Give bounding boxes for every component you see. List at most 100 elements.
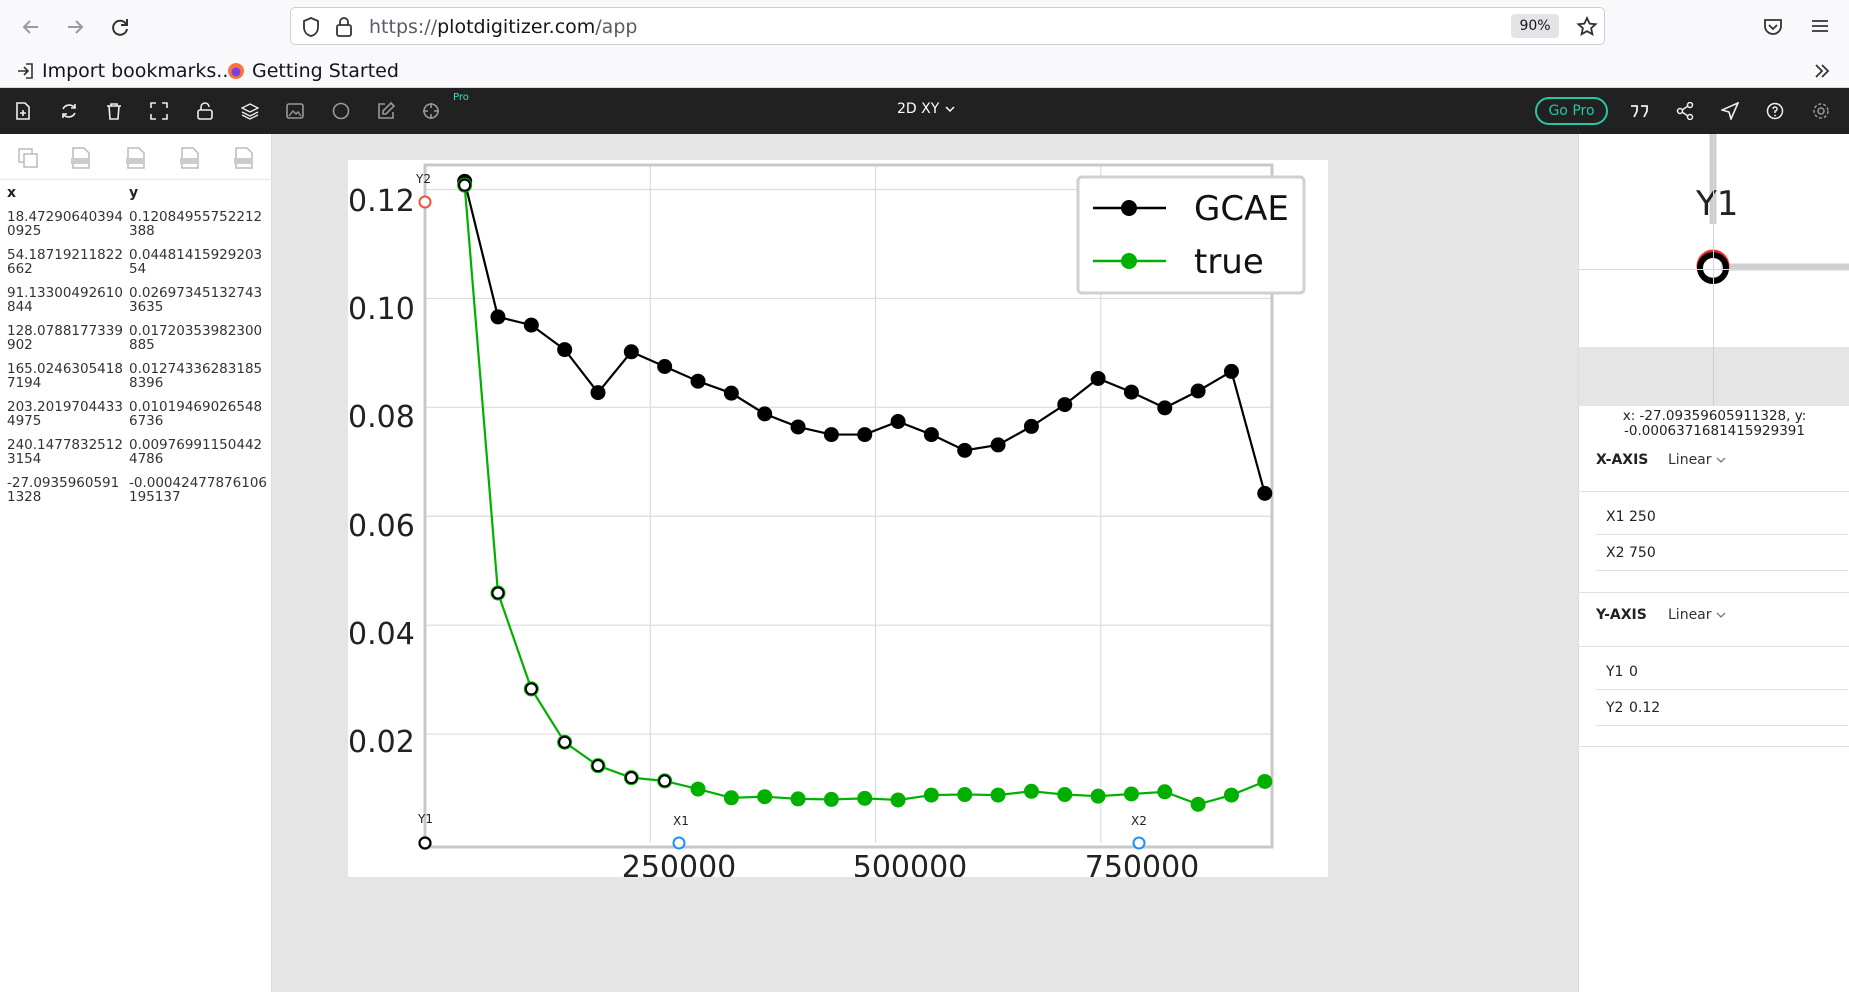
zoom-badge[interactable]: 90% xyxy=(1511,14,1559,38)
data-point-true xyxy=(690,781,706,797)
x1-marker[interactable] xyxy=(672,836,686,850)
data-point-gcae xyxy=(1223,363,1239,379)
delete-button[interactable] xyxy=(102,99,126,123)
data-point-true xyxy=(990,787,1006,803)
cell-x: 203.20197044334975 xyxy=(7,399,123,429)
refresh-button[interactable] xyxy=(57,99,81,123)
data-point-gcae xyxy=(623,344,639,360)
bookmark-import[interactable]: Import bookmarks... xyxy=(16,60,234,82)
y-axis-scale-value: Linear xyxy=(1668,607,1712,623)
mode-label: 2D XY xyxy=(897,101,940,117)
arrow-left-icon xyxy=(22,20,38,34)
fullscreen-icon xyxy=(150,102,168,120)
data-point-true xyxy=(1090,788,1106,804)
plot-frame xyxy=(423,163,1274,849)
legend-label-true: true xyxy=(1194,242,1264,282)
x1-row[interactable]: X1 250 xyxy=(1596,499,1848,535)
star-icon[interactable] xyxy=(1575,15,1599,39)
axis-ticks: 0.12 0.10 0.08 0.06 0.04 0.02 250000 500… xyxy=(348,184,1199,877)
send-button[interactable] xyxy=(1718,99,1742,123)
go-pro-button[interactable]: Go Pro xyxy=(1535,97,1608,125)
cell-y: -0.00042477876106195137 xyxy=(129,475,267,505)
settings-button[interactable] xyxy=(1809,99,1833,123)
x1-value-input[interactable]: 250 xyxy=(1629,509,1656,525)
back-button[interactable] xyxy=(14,12,48,42)
layers-button[interactable] xyxy=(238,99,262,123)
plot-image[interactable]: 0.12 0.10 0.08 0.06 0.04 0.02 250000 500… xyxy=(348,160,1328,877)
y1-value-input[interactable]: 0 xyxy=(1629,664,1638,680)
data-point-gcae xyxy=(1090,370,1106,386)
x-axis-scale-select[interactable]: Linear xyxy=(1668,452,1726,468)
x-tick-label: 500000 xyxy=(853,850,968,877)
pdf-icon[interactable] xyxy=(232,146,256,170)
url-host: plotdigitizer.com xyxy=(437,16,596,38)
digitized-point[interactable] xyxy=(624,771,638,785)
unlock-button[interactable] xyxy=(193,99,217,123)
y2-row[interactable]: Y2 0.12 xyxy=(1596,690,1848,726)
circle-tool-button[interactable] xyxy=(329,99,353,123)
data-point-gcae xyxy=(1157,400,1173,416)
x2-row[interactable]: X2 750 xyxy=(1596,535,1848,571)
mode-select[interactable]: 2D XY xyxy=(897,101,955,117)
data-point-gcae xyxy=(1023,418,1039,434)
coordinate-readout: x: -27.09359605911328, y: -0.00063716814… xyxy=(1579,409,1849,439)
legend-marker-gcae xyxy=(1121,200,1137,216)
xls-icon[interactable] xyxy=(178,146,202,170)
url-text: https://plotdigitizer.com/app xyxy=(369,16,637,38)
share-button[interactable] xyxy=(1673,99,1697,123)
coordinate-readout-line1: x: -27.09359605911328, y: xyxy=(1622,408,1807,424)
data-point-true xyxy=(857,790,873,806)
y-axis-title: Y-AXIS xyxy=(1596,607,1647,623)
url-scheme: https:// xyxy=(369,16,438,38)
y2-marker[interactable] xyxy=(418,195,432,209)
pocket-icon[interactable] xyxy=(1762,15,1784,37)
digitized-point[interactable] xyxy=(458,178,472,192)
y2-value-input[interactable]: 0.12 xyxy=(1629,700,1661,716)
edit-button[interactable] xyxy=(374,99,398,123)
lock-icon xyxy=(336,17,352,37)
y-tick-label: 0.08 xyxy=(348,400,415,435)
digitized-point[interactable] xyxy=(524,682,538,696)
y1-row[interactable]: Y1 0 xyxy=(1596,654,1848,690)
gear-icon xyxy=(1813,103,1829,119)
json-icon[interactable] xyxy=(124,146,148,170)
cell-x: -27.09359605911328 xyxy=(7,475,120,505)
digitized-point[interactable] xyxy=(558,735,572,749)
data-point-gcae xyxy=(1257,485,1273,501)
x2-value-input[interactable]: 750 xyxy=(1629,545,1656,561)
data-point-gcae xyxy=(690,373,706,389)
digitized-point[interactable] xyxy=(591,759,605,773)
x2-marker[interactable] xyxy=(1132,836,1146,850)
y-tick-label: 0.10 xyxy=(348,292,415,327)
forward-button[interactable] xyxy=(58,12,92,42)
new-file-button[interactable] xyxy=(11,99,35,123)
legend-marker-true xyxy=(1121,253,1137,269)
pencil-square-icon xyxy=(378,102,395,119)
image-button[interactable] xyxy=(283,99,307,123)
firefox-icon xyxy=(228,63,244,79)
chevron-double-right-icon[interactable] xyxy=(1812,61,1832,81)
digitized-point[interactable] xyxy=(658,774,672,788)
y-axis-scale-select[interactable]: Linear xyxy=(1668,607,1726,623)
digitized-point[interactable] xyxy=(491,586,505,600)
bookmark-import-label: Import bookmarks... xyxy=(42,60,235,82)
csv-icon[interactable] xyxy=(69,146,93,170)
data-point-gcae xyxy=(757,406,773,422)
bookmark-getting-started[interactable]: Getting Started xyxy=(226,60,399,82)
layers-icon xyxy=(241,103,259,120)
send-icon xyxy=(1721,102,1739,120)
reload-button[interactable] xyxy=(103,12,137,42)
data-point-true xyxy=(923,787,939,803)
url-bar[interactable]: https://plotdigitizer.com/app 90% xyxy=(290,7,1605,45)
data-point-true xyxy=(1023,783,1039,799)
chevron-down-icon xyxy=(1716,457,1726,463)
copy-icon[interactable] xyxy=(16,146,40,170)
quote-button[interactable] xyxy=(1627,99,1651,123)
crosshair-button[interactable] xyxy=(419,99,443,123)
fullscreen-button[interactable] xyxy=(147,99,171,123)
shield-icon xyxy=(303,17,319,37)
cell-y: 0.009769911504424786 xyxy=(129,437,263,467)
menu-icon[interactable] xyxy=(1809,15,1831,37)
help-button[interactable] xyxy=(1763,99,1787,123)
x2-label: X2 xyxy=(1606,545,1625,561)
